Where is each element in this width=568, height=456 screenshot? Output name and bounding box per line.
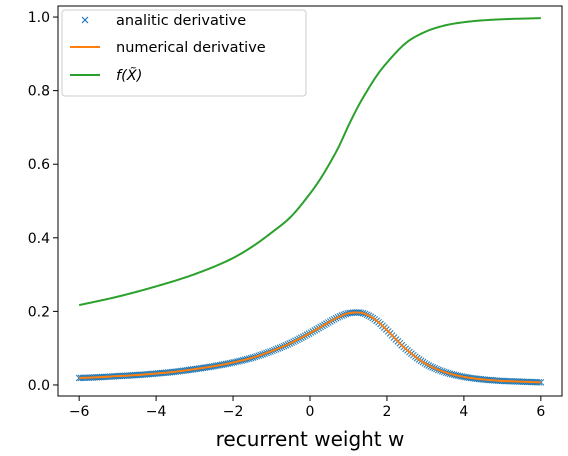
y-tick-label: 0.2 [28,304,50,320]
y-tick-label: 0.8 [28,84,50,100]
x-axis-label: recurrent weight w [216,427,405,451]
plot-area [75,17,545,386]
x-tick-label: 4 [459,404,468,420]
x-tick-label: −6 [69,404,90,420]
y-tick-label: 0.4 [28,231,50,247]
y-tick-label: 1.0 [28,10,50,26]
series-f-line [78,17,541,307]
legend-label-numerical: numerical derivative [116,40,266,56]
legend-marker-analitic [81,16,89,24]
tick-layer: −6 −4 −2 0 2 4 6 0.0 0.2 0.4 0.6 0.8 1.0 [28,10,546,420]
legend-label-analitic: analitic derivative [116,13,246,29]
legend-label-f: f(X̃) [116,67,142,84]
x-tick-label: −2 [223,404,244,420]
x-tick-label: −4 [146,404,167,420]
x-tick-label: 6 [536,404,545,420]
series-numerical-derivative-line [79,311,541,384]
x-tick-label: 0 [306,404,315,420]
y-tick-label: 0.6 [28,157,50,173]
x-tick-label: 2 [382,404,391,420]
legend: analitic derivative numerical derivative… [61,9,307,97]
legend-box [61,9,307,97]
y-tick-label: 0.0 [28,378,50,394]
